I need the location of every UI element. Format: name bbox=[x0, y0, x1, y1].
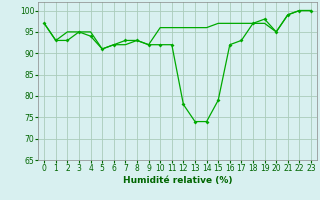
X-axis label: Humidité relative (%): Humidité relative (%) bbox=[123, 176, 232, 185]
